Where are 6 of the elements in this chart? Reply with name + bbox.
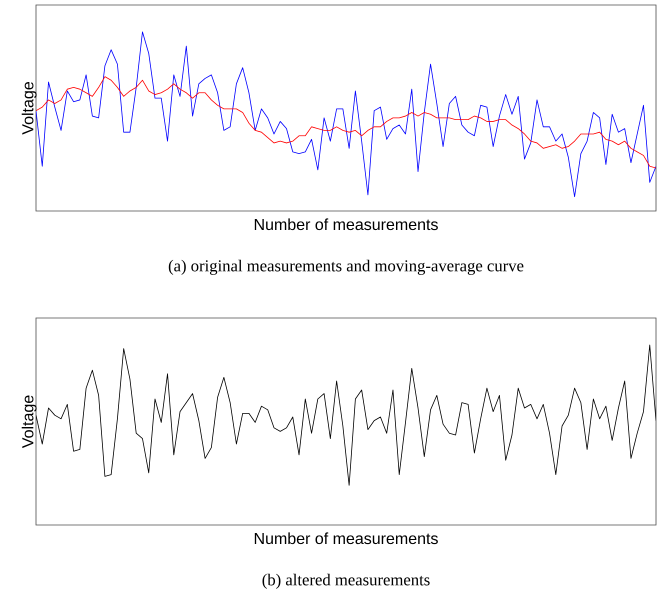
y-axis-title: Voltage (22, 82, 37, 134)
x-axis-title: Number of measurements (254, 532, 438, 544)
text: (b) altered measurements (262, 574, 430, 589)
text: (a) original measurements and moving-average curve (168, 260, 524, 275)
y-axis-title: Voltage (22, 395, 37, 448)
x-axis-title: Number of measurements (254, 218, 438, 230)
